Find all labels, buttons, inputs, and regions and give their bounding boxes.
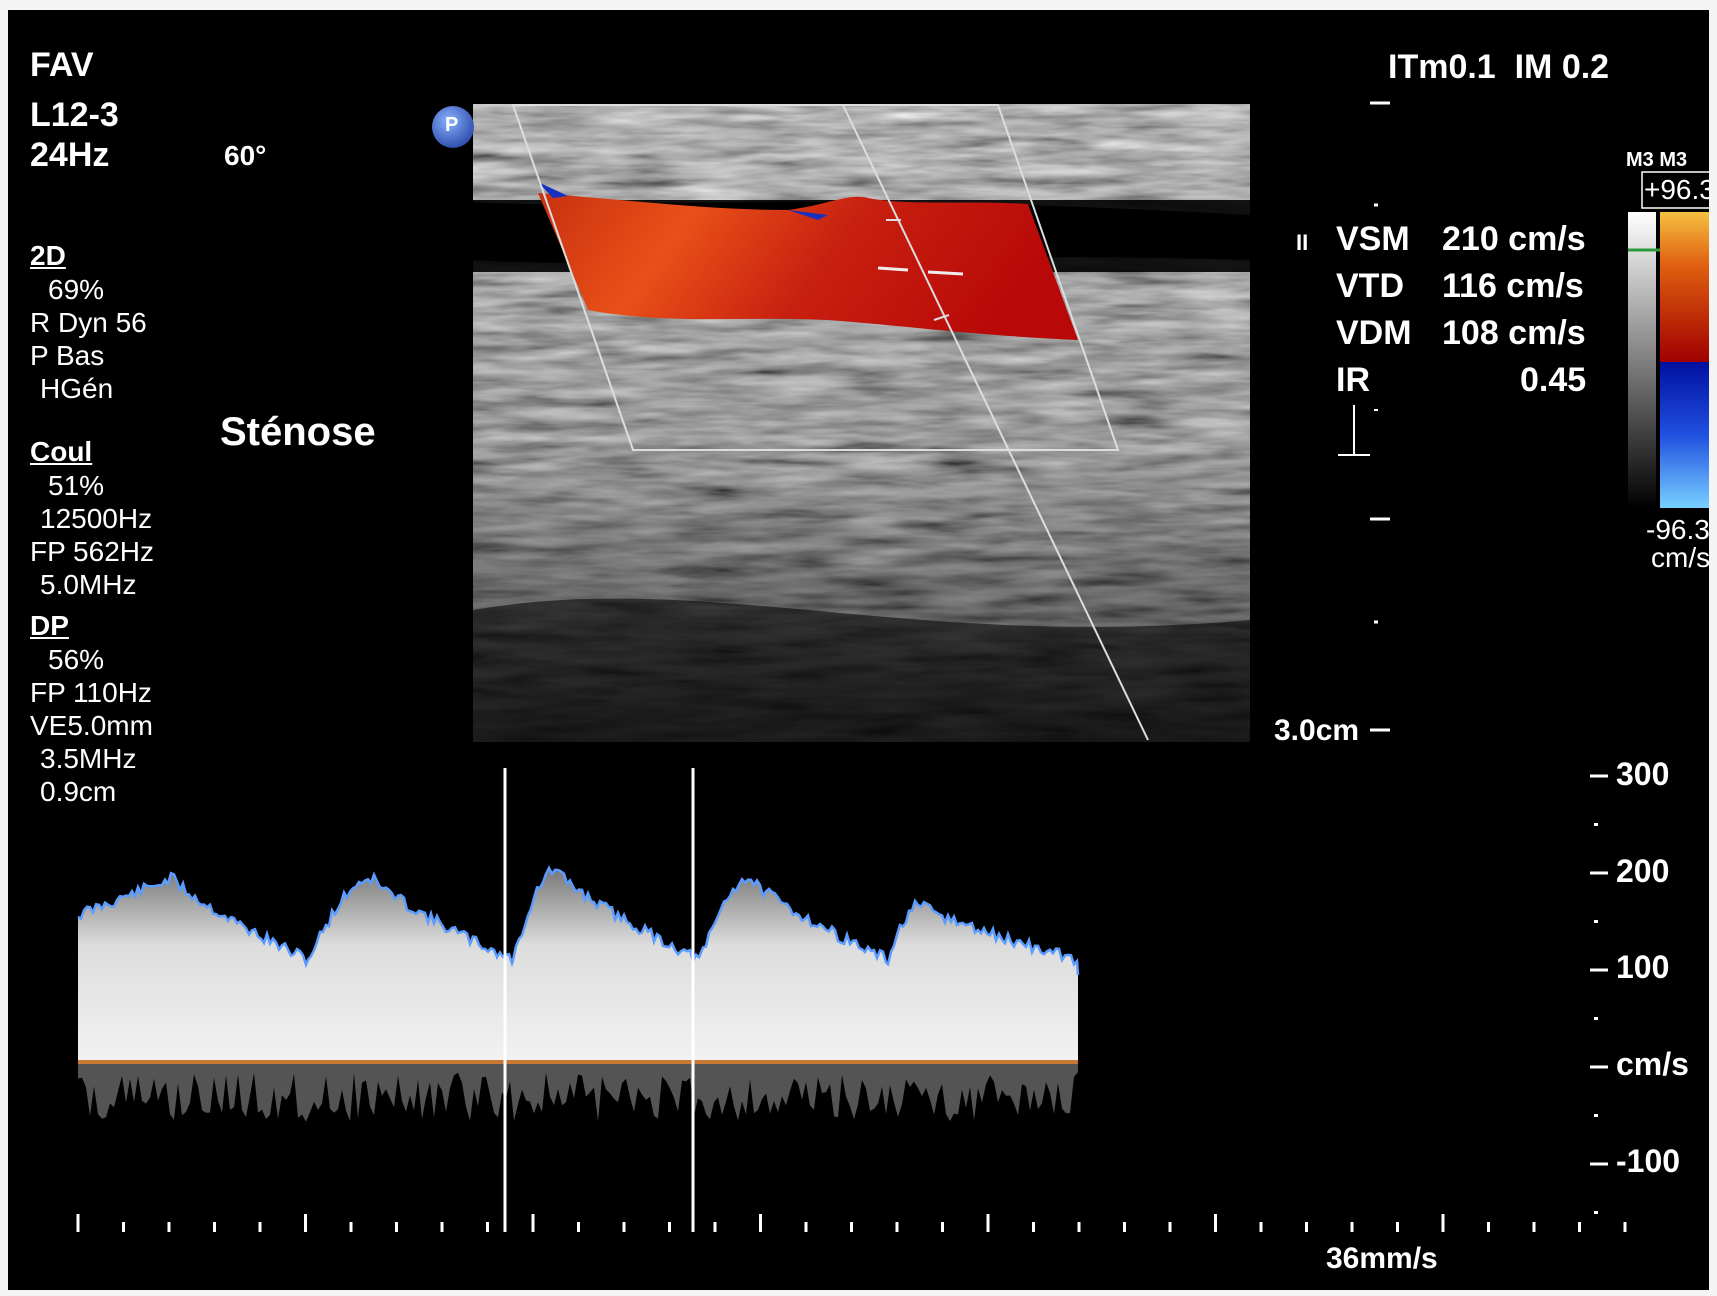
depth-scale — [1370, 101, 1390, 732]
safety-index: ITm0.1 IM 0.2 — [1388, 48, 1610, 86]
pw-mode-title: DP — [30, 610, 69, 641]
measure-marker: II — [1296, 230, 1309, 255]
measure-value-vsm: 210 cm/s — [1442, 220, 1586, 258]
mode-2d-frequency: HGén — [40, 373, 114, 404]
measure-value-vtd: 116 cm/s — [1442, 267, 1584, 305]
ultrasound-screen: FAV L12-3 24Hz 60° ITm0.1 IM 0.2 2D 69% … — [8, 10, 1709, 1290]
color-filter: FP 562Hz — [30, 536, 154, 567]
color-map-label: M3 M3 — [1626, 149, 1688, 171]
pw-frequency: 3.5MHz — [40, 743, 137, 774]
sweep-speed: 36mm/s — [1326, 1242, 1438, 1275]
spectral-velocity-scale — [1590, 774, 1608, 1214]
measure-label-ir: IR — [1336, 361, 1370, 399]
pw-filter: FP 110Hz — [30, 677, 152, 708]
measure-label-vsm: VSM — [1336, 220, 1410, 258]
mode-2d-dynamic: R Dyn 56 — [30, 307, 147, 338]
color-frequency: 5.0MHz — [40, 569, 137, 600]
annotation-label: Sténose — [220, 410, 376, 454]
probe-orientation-icon — [432, 106, 474, 148]
scale-label-100: 100 — [1616, 949, 1670, 985]
scale-label-300: 300 — [1616, 756, 1670, 792]
mode-2d-power: P Bas — [30, 340, 105, 371]
mode-2d-gain: 69% — [48, 274, 105, 305]
depth-label: 3.0cm — [1274, 714, 1360, 747]
b-mode-image — [76, 101, 1709, 1232]
probe-marker-letter: P — [445, 114, 459, 136]
measure-label-vdm: VDM — [1336, 314, 1412, 352]
measure-value-ir: 0.45 — [1520, 361, 1587, 399]
exam-label: FAV — [30, 46, 94, 84]
probe-label: L12-3 — [30, 96, 119, 134]
scale-label-200: 200 — [1616, 853, 1670, 889]
color-scale-min: -96.3 — [1646, 514, 1709, 545]
steer-angle: 60° — [224, 140, 267, 171]
color-prf: 12500Hz — [40, 503, 153, 534]
scale-label-neg100: -100 — [1616, 1143, 1681, 1179]
mode-2d-title: 2D — [30, 240, 66, 271]
spectral-doppler-trace — [77, 768, 1080, 1232]
frame-rate: 24Hz — [30, 136, 110, 174]
color-velocity-scale — [1628, 171, 1709, 508]
measure-label-vtd: VTD — [1336, 267, 1404, 305]
pw-depth: 0.9cm — [40, 776, 117, 807]
scale-label-unit: cm/s — [1616, 1046, 1689, 1082]
time-axis-ticks — [76, 1214, 1627, 1232]
color-mode-title: Coul — [30, 436, 93, 467]
color-scale-max: +96.3 — [1644, 174, 1709, 205]
pw-gain: 56% — [48, 644, 105, 675]
measure-value-vdm: 108 cm/s — [1442, 314, 1586, 352]
color-scale-unit: cm/s — [1651, 542, 1709, 573]
color-gain: 51% — [48, 470, 105, 501]
gate-marker-icon — [1338, 405, 1378, 456]
pw-gate: VE5.0mm — [30, 710, 153, 741]
velocity-envelope — [77, 865, 1080, 976]
